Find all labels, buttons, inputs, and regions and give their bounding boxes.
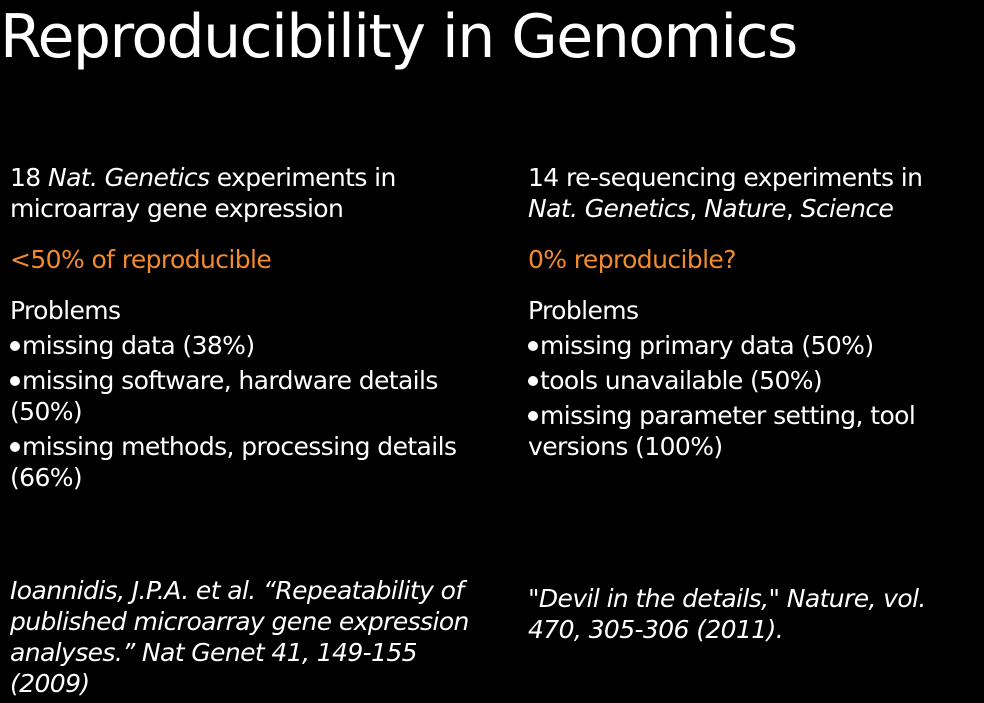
right-intro-text: 14 re-sequencing experiments in (528, 163, 923, 192)
list-item: missing parameter setting, tool versions… (528, 401, 916, 461)
left-problems-list: missing data (38%) missing software, har… (10, 330, 480, 493)
left-intro-rest: experiments in microarray gene expressio… (10, 163, 396, 223)
right-problems-list: missing primary data (50%) tools unavail… (528, 330, 978, 462)
list-item: missing data (38%) (10, 330, 480, 361)
left-intro: 18 Nat. Genetics experiments in microarr… (10, 162, 480, 224)
left-problems-label: Problems (10, 296, 121, 325)
list-item: missing software, hardware details (50%) (10, 366, 438, 426)
right-intro: 14 re-sequencing experiments in Nat. Gen… (528, 163, 923, 223)
right-column: 14 re-sequencing experiments in Nat. Gen… (528, 162, 978, 466)
list-item: missing methods, processing details (66%… (10, 432, 457, 492)
left-intro-journal: Nat. Genetics (47, 163, 210, 192)
right-intro-journal-2: Nature (704, 194, 786, 223)
bullet-icon (10, 341, 20, 351)
bullet-icon (10, 442, 20, 452)
bullet-icon (528, 411, 538, 421)
slide-title: Reproducibility in Genomics (0, 2, 798, 72)
left-citation: Ioannidis, J.P.A. et al. “Repeatability … (10, 576, 469, 698)
left-intro-count: 18 (10, 163, 48, 192)
right-citation: "Devil in the details," Nature, vol. 470… (528, 584, 926, 644)
list-item: tools unavailable (50%) (528, 365, 978, 396)
right-intro-journal-3: Science (800, 194, 894, 223)
bullet-icon (528, 376, 538, 386)
right-stat: 0% reproducible? (528, 245, 736, 274)
right-problems-label: Problems (528, 296, 639, 325)
left-stat: <50% of reproducible (10, 245, 272, 274)
list-item: missing primary data (50%) (528, 330, 978, 361)
right-intro-journal-1: Nat. Genetics (528, 194, 690, 223)
bullet-icon (10, 376, 20, 386)
left-column: 18 Nat. Genetics experiments in microarr… (10, 162, 480, 497)
bullet-icon (528, 341, 538, 351)
